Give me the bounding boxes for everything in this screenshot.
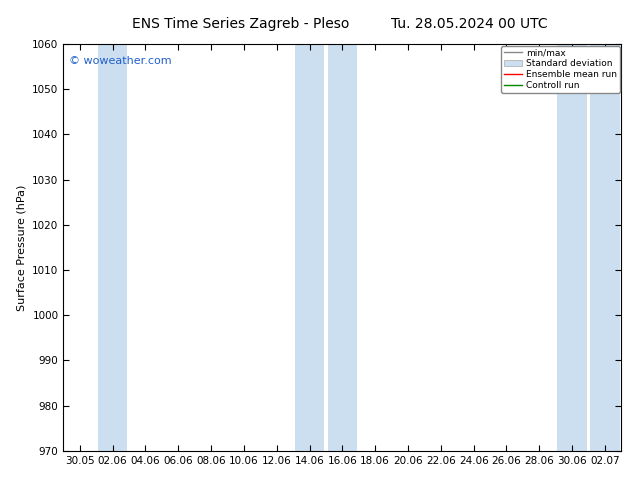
Text: Tu. 28.05.2024 00 UTC: Tu. 28.05.2024 00 UTC	[391, 17, 548, 31]
Bar	[590, 44, 619, 451]
Bar	[328, 44, 357, 451]
Bar	[557, 44, 587, 451]
Bar	[295, 44, 325, 451]
Text: © woweather.com: © woweather.com	[69, 56, 172, 66]
Legend: min/max, Standard deviation, Ensemble mean run, Controll run: min/max, Standard deviation, Ensemble me…	[501, 46, 619, 93]
Bar	[98, 44, 127, 451]
Y-axis label: Surface Pressure (hPa): Surface Pressure (hPa)	[16, 184, 27, 311]
Text: ENS Time Series Zagreb - Pleso: ENS Time Series Zagreb - Pleso	[133, 17, 349, 31]
